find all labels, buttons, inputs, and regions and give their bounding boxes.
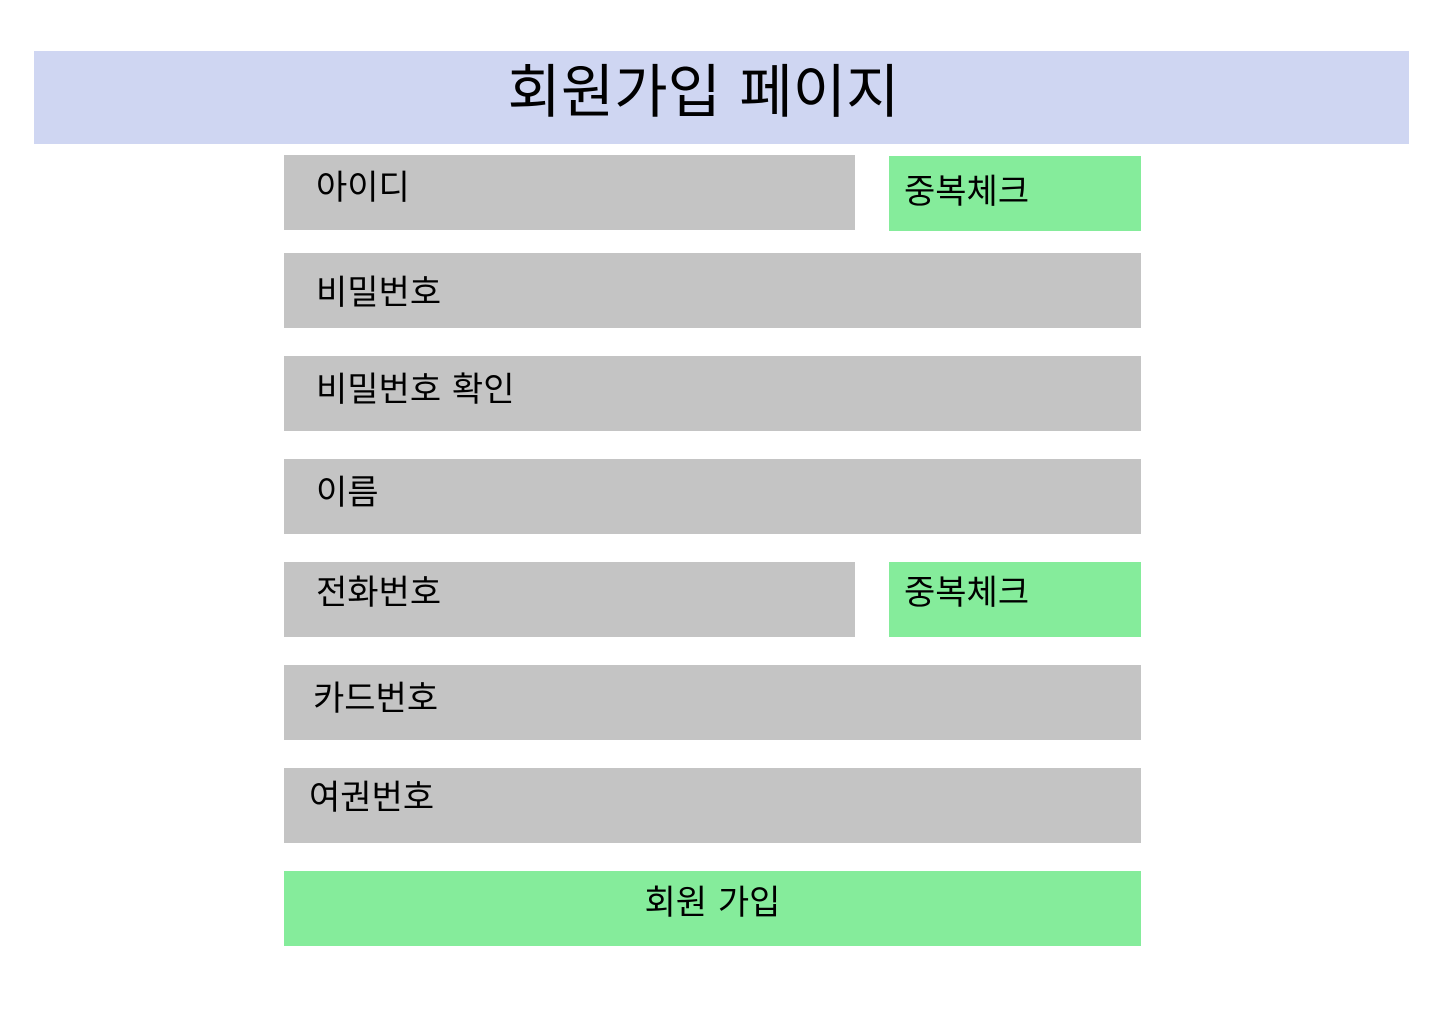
phone-duplicate-check-label: 중복체크 <box>904 573 1030 613</box>
password-confirm-placeholder: 비밀번호 확인 <box>316 370 515 410</box>
signup-button-label: 회원 가입 <box>644 883 781 923</box>
password-input[interactable]: 비밀번호 <box>284 253 1141 328</box>
page-title: 회원가입 페이지 <box>507 58 900 126</box>
phone-input[interactable]: 전화번호 <box>284 562 855 637</box>
card-number-input[interactable]: 카드번호 <box>284 665 1141 740</box>
card-number-placeholder: 카드번호 <box>313 679 439 719</box>
passport-number-input[interactable]: 여권번호 <box>284 768 1141 843</box>
phone-placeholder: 전화번호 <box>316 573 442 613</box>
name-placeholder: 이름 <box>316 473 379 513</box>
page-header: 회원가입 페이지 <box>34 51 1409 144</box>
phone-duplicate-check-button[interactable]: 중복체크 <box>889 562 1141 637</box>
id-placeholder: 아이디 <box>316 168 410 208</box>
passport-number-placeholder: 여권번호 <box>309 778 435 818</box>
name-input[interactable]: 이름 <box>284 459 1141 534</box>
id-duplicate-check-button[interactable]: 중복체크 <box>889 156 1141 231</box>
password-confirm-input[interactable]: 비밀번호 확인 <box>284 356 1141 431</box>
id-duplicate-check-label: 중복체크 <box>904 172 1030 212</box>
id-input[interactable]: 아이디 <box>284 155 855 230</box>
signup-button[interactable]: 회원 가입 <box>284 871 1141 946</box>
password-placeholder: 비밀번호 <box>316 273 442 313</box>
